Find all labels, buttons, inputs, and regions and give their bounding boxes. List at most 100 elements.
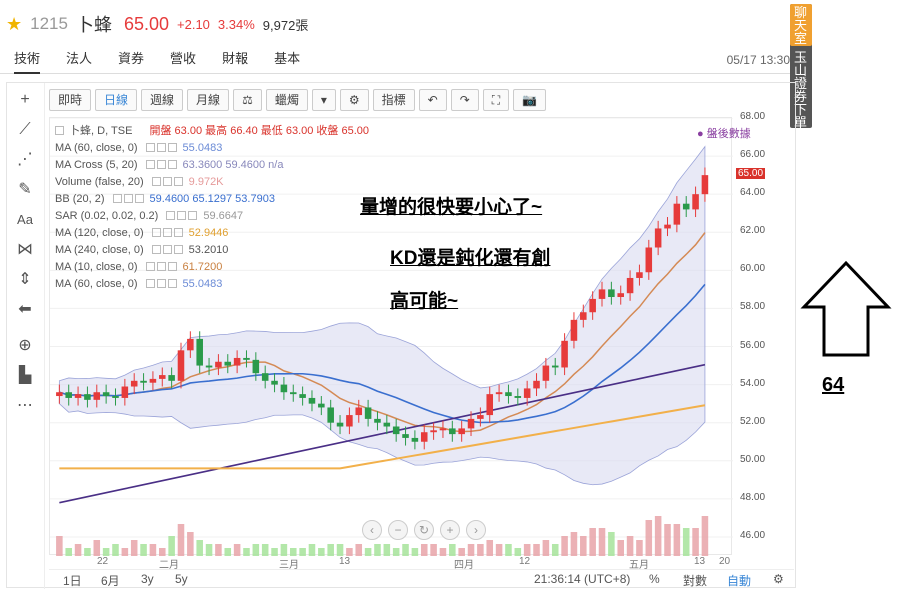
candle-body [336,422,344,427]
legend-row: MA (10, close, 0) 61.7200 [55,259,369,276]
ruler-icon[interactable]: ▙ [18,367,32,384]
y-tick-label: 66.00 [740,149,766,161]
candle-type-icon[interactable]: 蠟燭 [265,89,308,111]
pattern-icon[interactable]: ⋈ [17,241,33,258]
btn-daily[interactable]: 日線 [95,89,138,111]
arrow-left-icon[interactable]: ⬅ [18,301,32,318]
redo-icon[interactable]: ↷ [450,89,479,111]
broker-order-label[interactable]: 玉山證券下單 [794,50,808,130]
tab-revenue[interactable]: 營收 [170,50,197,66]
trendline-icon[interactable]: ⟋ [19,121,31,138]
legend-label: SAR (0.02, 0.02, 0.2) [55,210,159,222]
legend-value: 55.0483 [182,142,223,154]
range-3y[interactable]: 3y [141,572,154,586]
volume-bar [551,544,559,556]
legend-controls-icon[interactable] [151,244,185,256]
zoom-icon[interactable]: ⊕ [18,337,32,354]
fib-icon[interactable]: ⋰ [17,151,33,168]
volume-bar [673,524,681,556]
candle-body [570,319,578,341]
btn-weekly[interactable]: 週線 [141,89,184,111]
legend-value: 59.6647 [203,210,244,222]
fullscreen-icon[interactable]: ⛶ [482,89,510,111]
percent-toggle[interactable]: % [649,572,660,586]
candlestick-chart[interactable] [50,117,733,556]
legend-controls-icon[interactable] [166,210,199,222]
volume-bar [402,544,409,556]
collapse-icon[interactable] [55,126,64,135]
measure-icon[interactable]: ⇕ [18,271,32,288]
candle-body [177,350,185,381]
time-axis[interactable]: 22 二月 三月 13 四月 12 五月 13 20 [49,555,732,571]
legend-controls-icon[interactable] [145,278,179,290]
crosshair-icon[interactable]: + [20,91,30,108]
legend-controls-icon[interactable] [112,193,146,205]
scroll-right-icon[interactable]: › [466,520,486,540]
reset-icon[interactable]: ↻ [414,520,434,540]
bottom-bar: 1日 6月 3y 5y 21:36:14 (UTC+8) % 對數 自動 ⚙ [49,569,794,588]
legend-title: 卜蜂, D, TSE [69,125,133,137]
section-tabs: 技術 法人 資券 營收 財報 基本 05/17 13:30 [0,48,790,74]
log-toggle[interactable]: 對數 [683,574,708,588]
candle-body [308,397,316,404]
legend-controls-icon[interactable] [151,227,185,239]
tab-financials[interactable]: 財報 [222,50,249,66]
legend-controls-icon[interactable] [151,176,185,188]
volume-bar [289,548,297,556]
gear-icon[interactable]: ⚙ [339,89,369,111]
zoom-in-icon[interactable]: + [440,520,460,540]
candle-body [280,384,288,393]
undo-icon[interactable]: ↶ [418,89,447,111]
volume-bar [252,544,260,556]
legend-controls-icon[interactable] [145,261,179,273]
scroll-left-icon[interactable]: ‹ [362,520,382,540]
y-tick-label: 62.00 [740,225,766,237]
chatroom-tab[interactable] [790,4,812,46]
candle-body [65,392,72,398]
volume-bar [420,544,428,556]
x-tick-label: 22 [97,556,109,567]
candle-body [346,415,353,427]
price-plot[interactable] [49,117,733,556]
text-tool-icon[interactable]: Aa [17,212,33,227]
legend-controls-icon[interactable] [145,142,179,154]
chevron-down-icon[interactable]: ▾ [311,89,336,111]
legend-row: Volume (false, 20) 9.972K [55,174,369,191]
volume-bar [327,544,334,556]
camera-icon[interactable]: 📷 [513,89,547,111]
zoom-out-icon[interactable]: − [388,520,408,540]
candle-body [56,392,63,397]
chatroom-label[interactable]: 聊天室 [794,5,808,46]
indicator-button[interactable]: 指標 [372,89,415,111]
more-icon[interactable]: ⋯ [17,397,33,414]
stock-code: 1215 [30,14,68,33]
candle-body [467,418,475,429]
volume-bar [121,548,129,556]
compare-icon[interactable]: ⚖ [233,89,262,111]
range-1d[interactable]: 1日 [63,574,82,588]
candle-body [318,403,325,408]
tab-basic[interactable]: 基本 [274,50,301,66]
candle-body [580,312,587,320]
auto-toggle[interactable]: 自動 [727,574,752,588]
btn-monthly[interactable]: 月線 [187,89,230,111]
tab-margin[interactable]: 資券 [118,50,145,66]
candle-body [439,428,447,431]
btn-realtime[interactable]: 即時 [49,89,92,111]
favorite-star-icon[interactable]: ★ [6,13,23,34]
candle-body [449,428,456,435]
tab-technical[interactable]: 技術 [14,48,41,74]
range-5y[interactable]: 5y [175,572,188,586]
ma120-line [59,404,706,470]
candle-body [636,272,643,278]
candle-body [664,224,671,229]
brush-icon[interactable]: ✎ [18,181,32,198]
range-6m[interactable]: 6月 [101,574,120,588]
after-hours-link[interactable]: ● 盤後數據 [697,128,751,140]
tab-institutional[interactable]: 法人 [66,50,93,66]
volume-bar [196,540,203,556]
price-axis[interactable]: 46.00 48.00 50.00 52.00 54.00 56.00 58.00 60.00… [732,111,794,555]
settings-gear-icon[interactable]: ⚙ [773,572,784,586]
legend-controls-icon[interactable] [145,159,179,171]
volume-bar [617,540,625,556]
